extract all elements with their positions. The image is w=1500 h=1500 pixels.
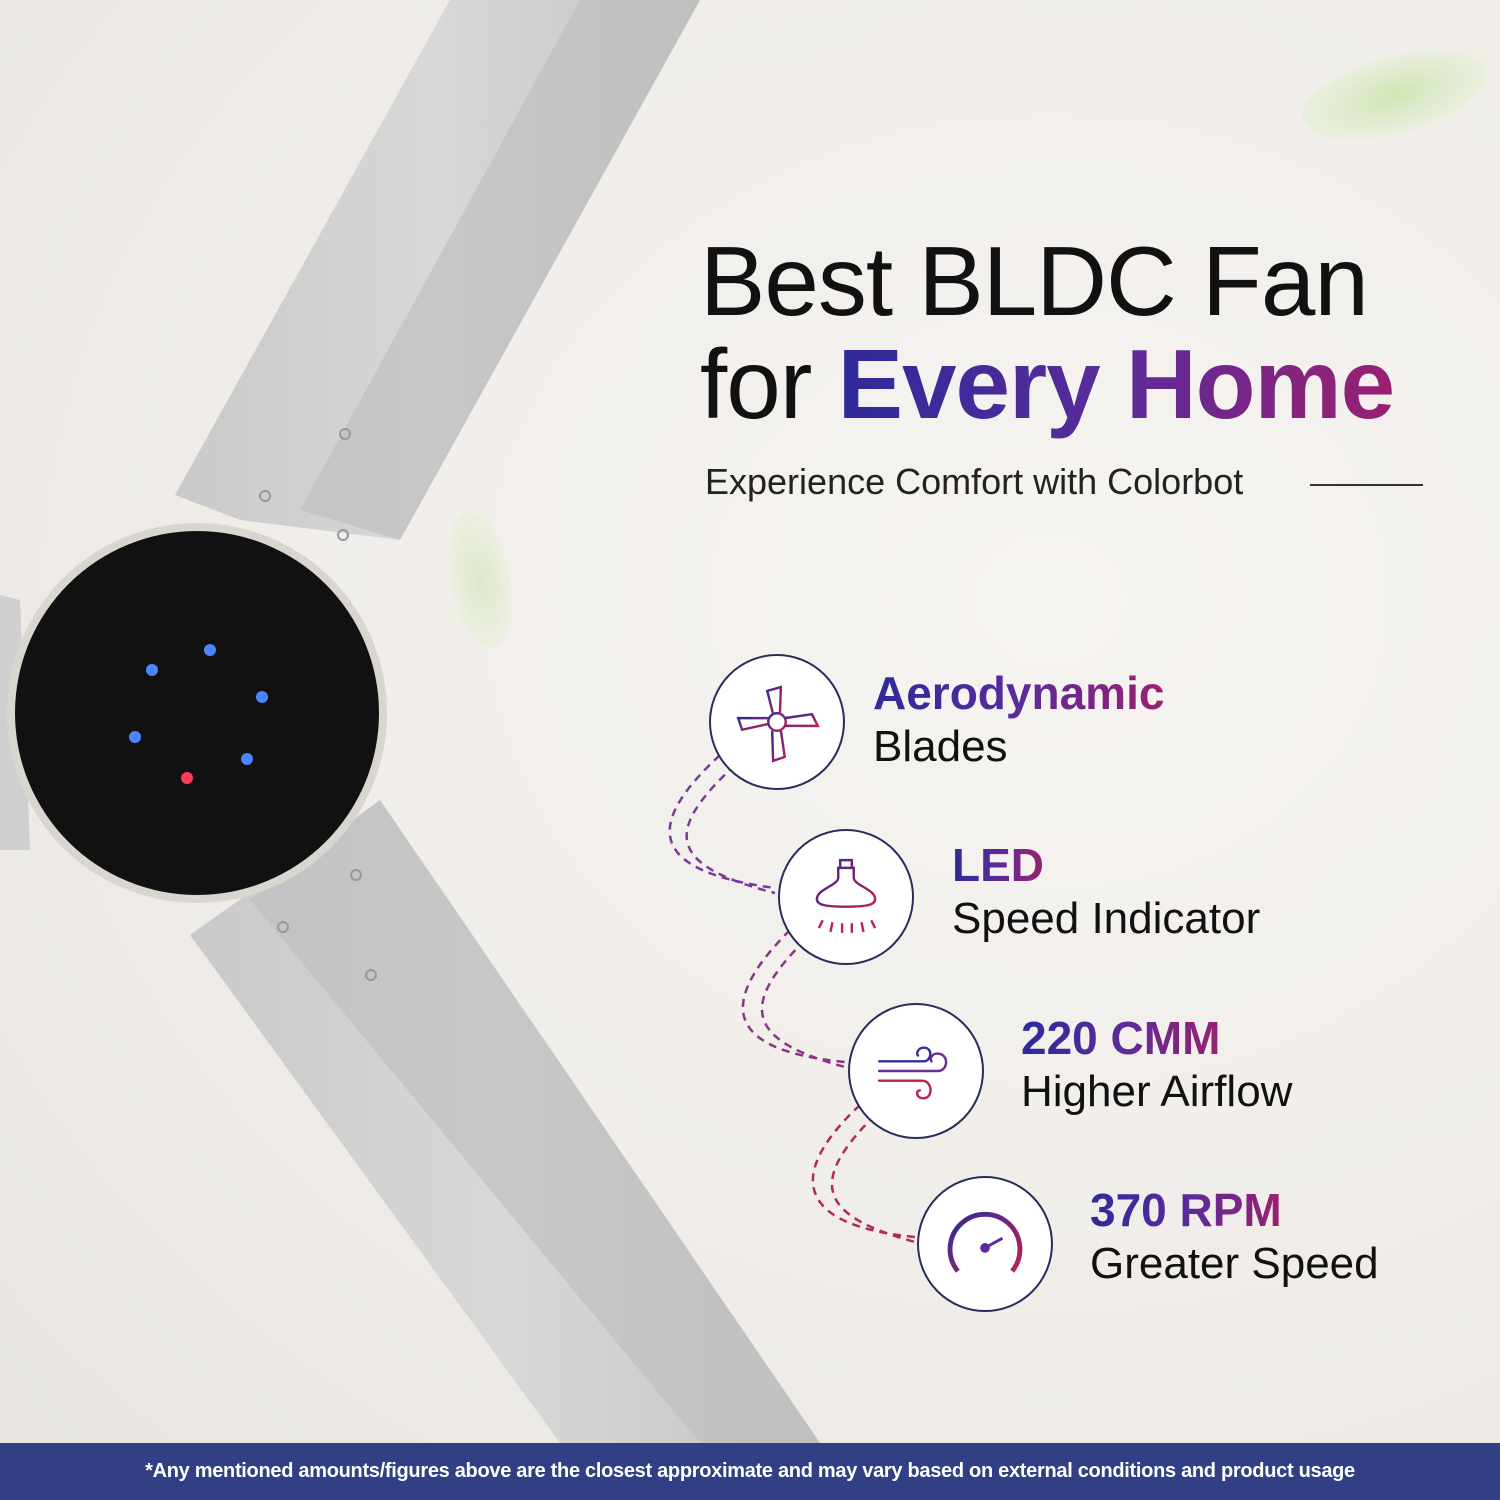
headline-highlight: Every Home xyxy=(837,329,1396,439)
led-indicators xyxy=(129,644,268,784)
feature-airflow: 220 CMM Higher Airflow xyxy=(1021,1011,1292,1119)
feature-title: Aerodynamic xyxy=(873,667,1165,719)
led-blue xyxy=(204,644,216,656)
speedometer-icon xyxy=(917,1176,1053,1312)
fan-blades-icon xyxy=(709,654,845,790)
led-blue xyxy=(241,753,253,765)
headline-line-2: for Every Home xyxy=(700,335,1395,433)
feature-subtitle: Higher Airflow xyxy=(1021,1067,1293,1116)
feature-aerodynamic: Aerodynamic Blades xyxy=(873,666,1164,774)
feature-subtitle: Speed Indicator xyxy=(952,894,1261,943)
led-blue xyxy=(129,731,141,743)
led-bulb-icon xyxy=(778,829,914,965)
led-red xyxy=(181,772,193,784)
led-blue xyxy=(256,691,268,703)
feature-led: LED Speed Indicator xyxy=(952,838,1260,946)
fan-hub xyxy=(15,531,379,895)
feature-subtitle: Blades xyxy=(873,722,1008,771)
disclaimer-footer: *Any mentioned amounts/figures above are… xyxy=(0,1443,1500,1500)
headline-plain: for xyxy=(700,329,812,439)
wind-icon xyxy=(848,1003,984,1139)
fan-blade-shade xyxy=(250,800,820,1443)
subtitle: Experience Comfort with Colorbot xyxy=(705,461,1244,502)
feature-title: LED xyxy=(952,839,1044,891)
feature-speed: 370 RPM Greater Speed xyxy=(1090,1183,1379,1291)
headline-line-1: Best BLDC Fan xyxy=(700,226,1369,336)
feature-subtitle: Greater Speed xyxy=(1090,1239,1379,1288)
leaf-decoration xyxy=(448,510,512,650)
feature-title: 220 CMM xyxy=(1021,1012,1221,1064)
leaf-decoration xyxy=(1302,50,1488,140)
fan-blade-shade xyxy=(300,0,700,540)
feature-title: 370 RPM xyxy=(1090,1184,1282,1236)
led-blue xyxy=(146,664,158,676)
subtitle-divider xyxy=(1310,484,1423,486)
